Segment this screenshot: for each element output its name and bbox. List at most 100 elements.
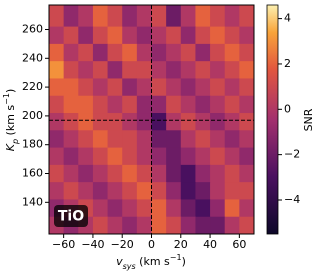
x-tick-label: −40 xyxy=(81,238,104,251)
heatmap-cell xyxy=(195,113,211,131)
heatmap-cell xyxy=(63,113,79,131)
heatmap-cell xyxy=(210,26,226,45)
heatmap-cell xyxy=(210,164,226,183)
heatmap-cell xyxy=(224,43,240,62)
heatmap-cell xyxy=(239,113,254,131)
heatmap-cell xyxy=(180,216,196,234)
x-tick-label: 20 xyxy=(174,238,188,251)
heatmap-cell xyxy=(92,130,109,149)
heatmap-cell xyxy=(210,5,226,28)
heatmap-cell xyxy=(180,26,196,45)
heatmap-cell xyxy=(122,164,138,183)
heatmap-cell xyxy=(224,164,240,183)
heatmap-cell xyxy=(210,199,226,218)
x-tick-label: 0 xyxy=(148,238,155,251)
heatmap-cell xyxy=(78,95,94,114)
heatmap-cell xyxy=(49,5,65,28)
axis-label-part: ) xyxy=(4,89,17,93)
colorbar-tick-label: −4 xyxy=(284,193,300,206)
heatmap-cell xyxy=(63,182,79,200)
heatmap-cell xyxy=(151,164,167,183)
heatmap-cell xyxy=(63,5,79,28)
heatmap-cell xyxy=(63,26,79,45)
colorbar-label: SNR xyxy=(302,108,315,131)
heatmap-cell xyxy=(136,164,152,183)
heatmap-cell xyxy=(136,95,152,114)
heatmap-cell xyxy=(151,43,167,62)
heatmap-cell xyxy=(224,199,240,218)
heatmap-cell xyxy=(92,113,109,131)
heatmap-cell xyxy=(151,95,167,114)
heatmap-cell xyxy=(49,78,65,97)
heatmap-cell xyxy=(195,61,211,79)
heatmap-cell xyxy=(239,147,254,166)
heatmap-cell xyxy=(239,182,254,200)
heatmap-cell xyxy=(92,61,109,79)
heatmap-cell xyxy=(107,95,123,114)
heatmap-cell xyxy=(122,130,138,149)
heatmap-cell xyxy=(107,113,123,131)
heatmap-cell xyxy=(180,78,196,97)
heatmap-cell xyxy=(92,78,109,97)
heatmap-cell xyxy=(195,26,211,45)
heatmap-cell xyxy=(151,182,167,200)
heatmap-cell xyxy=(107,216,123,234)
y-tick-label: 260 xyxy=(22,22,43,35)
heatmap-cell xyxy=(107,26,123,45)
colorbar xyxy=(266,4,279,235)
heatmap-cell xyxy=(151,61,167,79)
heatmap-cell xyxy=(180,5,196,28)
heatmap-cell xyxy=(136,182,152,200)
heatmap-cell xyxy=(122,147,138,166)
heatmap-cell xyxy=(166,78,182,97)
heatmap-cell xyxy=(224,113,240,131)
annotation-box xyxy=(54,205,88,227)
heatmap-cell xyxy=(78,43,94,62)
axis-label-part: v xyxy=(116,255,123,268)
heatmap-cell xyxy=(63,164,79,183)
axis-label-part: ) xyxy=(182,255,186,268)
heatmap-cell xyxy=(239,78,254,97)
heatmap-cell xyxy=(180,164,196,183)
heatmap-cell xyxy=(78,147,94,166)
heatmap-cell xyxy=(107,43,123,62)
heatmap-cell xyxy=(195,182,211,200)
heatmap-cell xyxy=(122,5,138,28)
heatmap-cell xyxy=(166,199,182,218)
heatmap-cell xyxy=(180,199,196,218)
heatmap-cell xyxy=(92,147,109,166)
heatmap-cell xyxy=(224,5,240,28)
axis-label-part: sys xyxy=(123,262,136,271)
x-tick-label: −20 xyxy=(111,238,134,251)
heatmap-cell xyxy=(151,199,167,218)
heatmap-cell xyxy=(195,5,211,28)
y-axis-label: Kp (km s−1) xyxy=(2,89,20,152)
heatmap-cell xyxy=(107,78,123,97)
heatmap-cell xyxy=(210,113,226,131)
heatmap-cell xyxy=(63,61,79,79)
heatmap-cell xyxy=(195,147,211,166)
heatmap-cell xyxy=(107,5,123,28)
heatmap-cell xyxy=(180,147,196,166)
heatmap-cell xyxy=(224,61,240,79)
heatmap-cell xyxy=(224,95,240,114)
heatmap-cell xyxy=(195,95,211,114)
heatmap-cell xyxy=(210,61,226,79)
heatmap-cell xyxy=(92,26,109,45)
heatmap-cell xyxy=(107,130,123,149)
colorbar-tick-label: 4 xyxy=(284,12,291,25)
heatmap-cell xyxy=(151,5,167,28)
heatmap-cell xyxy=(107,182,123,200)
heatmap-cell xyxy=(224,182,240,200)
heatmap-cell xyxy=(122,95,138,114)
heatmap-cell xyxy=(210,130,226,149)
heatmap-cell xyxy=(239,26,254,45)
heatmap-cell xyxy=(92,95,109,114)
heatmap-cell xyxy=(122,199,138,218)
y-tick-label: 200 xyxy=(22,109,43,122)
heatmap-cell xyxy=(180,113,196,131)
heatmap-cell xyxy=(49,164,65,183)
x-tick-label: 40 xyxy=(203,238,217,251)
heatmap-cell xyxy=(136,147,152,166)
heatmap-cell xyxy=(107,164,123,183)
